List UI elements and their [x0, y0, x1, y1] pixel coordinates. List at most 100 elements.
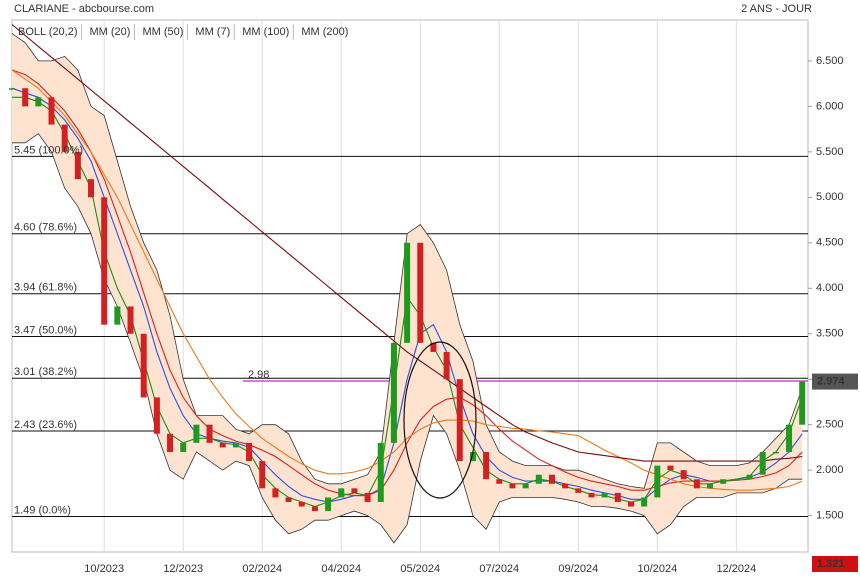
- price-candle: [496, 479, 503, 484]
- price-candle: [9, 88, 15, 90]
- last-price-label: 2.974: [817, 375, 845, 387]
- price-candle: [404, 242, 411, 343]
- low-marker-label: 1.321: [817, 558, 845, 570]
- x-tick-label: 02/2024: [242, 563, 282, 575]
- price-candle: [206, 424, 213, 443]
- x-tick-label: 07/2024: [479, 563, 519, 575]
- price-candle: [338, 488, 345, 498]
- price-candle: [101, 197, 108, 325]
- price-candle: [575, 488, 582, 493]
- price-candle: [720, 479, 727, 484]
- bollinger-upper: [11, 33, 803, 489]
- price-candle: [430, 342, 437, 352]
- y-tick-label: 2.500: [816, 419, 844, 431]
- x-tick-label: 12/2023: [163, 563, 203, 575]
- price-candle: [88, 179, 95, 198]
- plot-frame: [11, 19, 809, 553]
- price-candle: [588, 492, 595, 498]
- fib-label: 4.60 (78.6%): [14, 222, 77, 234]
- price-candle: [351, 488, 358, 493]
- price-candle: [61, 124, 68, 152]
- price-candle: [259, 461, 266, 489]
- ma-line: [11, 69, 803, 497]
- legend-label: MM (100): [242, 26, 289, 38]
- price-candle: [140, 333, 147, 398]
- price-candle: [799, 381, 806, 425]
- price-candle: [707, 483, 714, 489]
- price-candle: [548, 474, 555, 484]
- price-candle: [641, 497, 648, 507]
- price-candle: [219, 442, 226, 448]
- price-candle: [746, 474, 753, 480]
- price-candle: [483, 451, 490, 480]
- x-tick-label: 04/2024: [321, 563, 361, 575]
- price-candle: [22, 88, 29, 107]
- price-candle: [601, 492, 608, 498]
- price-candle: [180, 442, 187, 452]
- chart-subtitle: 2 ANS - JOUR: [741, 3, 812, 15]
- legend-label: BOLL (20,2): [18, 26, 78, 38]
- ma-line: [11, 24, 803, 462]
- price-candle: [456, 379, 463, 462]
- chart-title: CLARIANE - abcbourse.com: [14, 3, 154, 15]
- y-tick-label: 5.500: [816, 146, 844, 158]
- price-candle: [298, 501, 305, 507]
- top-layer: 1.5002.0002.5003.0003.5004.0004.5005.000…: [14, 24, 858, 575]
- price-candle: [535, 474, 542, 484]
- fib-label: 3.47 (50.0%): [14, 324, 77, 336]
- price-candle: [114, 306, 121, 325]
- price-candle: [325, 497, 332, 512]
- price-candle: [127, 306, 134, 334]
- price-candle: [153, 397, 160, 434]
- price-candle: [693, 479, 700, 489]
- price-candle: [667, 465, 674, 471]
- price-candle: [786, 424, 793, 452]
- price-candle: [390, 342, 397, 443]
- price-candle: [417, 242, 424, 343]
- price-candle: [772, 451, 779, 454]
- y-tick-label: 2.000: [816, 464, 844, 476]
- x-tick-label: 09/2024: [558, 563, 598, 575]
- low-marker-box: [812, 556, 858, 572]
- price-candle: [35, 97, 42, 107]
- x-tick-label: 10/2024: [637, 563, 677, 575]
- price-candle: [377, 442, 384, 502]
- legend-label: MM (20): [90, 26, 131, 38]
- x-tick-label: 10/2023: [84, 563, 124, 575]
- y-tick-label: 3.500: [816, 328, 844, 340]
- fib-label: 1.49 (0.0%): [14, 504, 71, 516]
- last-price-box: [812, 373, 858, 390]
- fib-label: 5.45 (100.0%): [14, 144, 83, 156]
- price-candle: [74, 151, 81, 180]
- y-tick-label: 5.000: [816, 191, 844, 203]
- fib-label: 3.01 (38.2%): [14, 366, 77, 378]
- price-candle: [614, 492, 621, 502]
- x-tick-label: 12/2024: [716, 563, 756, 575]
- price-candle: [509, 483, 516, 489]
- price-candle: [759, 451, 766, 475]
- price-candle: [562, 483, 569, 489]
- price-candle: [311, 506, 318, 512]
- price-candle: [680, 470, 687, 480]
- price-candle: [193, 424, 200, 443]
- price-candle: [522, 483, 529, 489]
- ma-line: [11, 69, 803, 491]
- y-tick-label: 4.500: [816, 237, 844, 249]
- legend-label: MM (7): [195, 26, 230, 38]
- legend-label: MM (50): [142, 26, 183, 38]
- price-candle: [246, 442, 253, 462]
- fib-label: 3.94 (61.8%): [14, 282, 77, 294]
- price-candle: [48, 97, 55, 125]
- price-candle: [627, 501, 634, 507]
- price-candle: [285, 497, 292, 502]
- x-tick-label: 05/2024: [400, 563, 440, 575]
- y-tick-label: 1.500: [816, 510, 844, 522]
- price-candle: [232, 442, 239, 448]
- annotation-label: 2.98: [248, 369, 269, 381]
- y-tick-label: 4.000: [816, 282, 844, 294]
- price-layer: [9, 88, 806, 512]
- y-tick-label: 6.500: [816, 55, 844, 67]
- price-candle: [443, 351, 450, 380]
- price-candle: [272, 488, 279, 498]
